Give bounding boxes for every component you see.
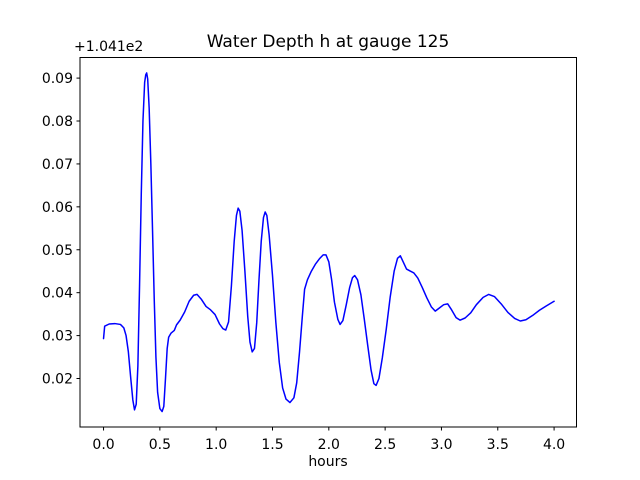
plot-frame xyxy=(79,57,577,428)
x-tick-label: 1.0 xyxy=(205,437,227,453)
y-tick-label: 0.08 xyxy=(42,114,73,130)
y-tick-label: 0.04 xyxy=(42,286,73,302)
y-tick-label: 0.07 xyxy=(42,157,73,173)
data-series xyxy=(102,72,555,413)
y-tick-label: 0.02 xyxy=(42,372,73,388)
x-tick-label: 1.5 xyxy=(261,437,283,453)
x-tick-label: 0.5 xyxy=(149,437,171,453)
x-tick-label: 0.0 xyxy=(92,437,114,453)
chart-title: Water Depth h at gauge 125 xyxy=(207,32,450,52)
y-axis-offset-label: +1.041e2 xyxy=(74,39,143,55)
y-tick-label: 0.09 xyxy=(42,71,73,87)
y-axis-ticks: 0.02 0.03 0.04 0.05 0.06 0.07 0.08 0.09 xyxy=(42,71,80,388)
x-tick-label: 2.5 xyxy=(374,437,396,453)
data-line-water-depth-h xyxy=(102,72,555,413)
x-tick-label: 4.0 xyxy=(543,437,565,453)
y-tick-label: 0.06 xyxy=(42,200,73,216)
x-axis-label: hours xyxy=(308,454,347,470)
x-tick-label: 3.5 xyxy=(487,437,509,453)
x-tick-label: 3.0 xyxy=(430,437,452,453)
x-tick-label: 2.0 xyxy=(318,437,340,453)
y-tick-label: 0.05 xyxy=(42,243,73,259)
y-tick-label: 0.03 xyxy=(42,329,73,345)
x-axis-ticks: 0.0 0.5 1.0 1.5 2.0 2.5 3.0 3.5 4.0 xyxy=(92,427,565,453)
